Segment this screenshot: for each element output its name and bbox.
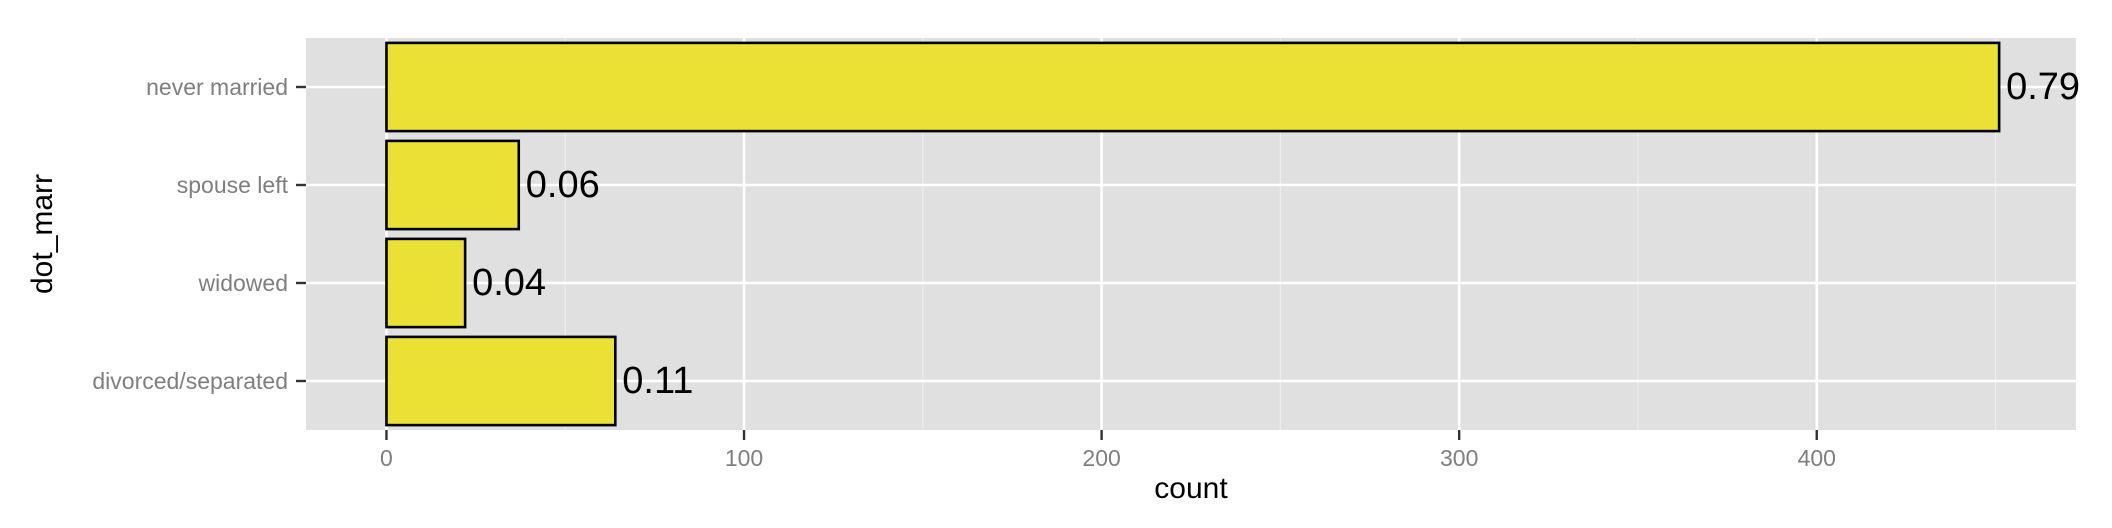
y-tick-label: widowed	[198, 270, 289, 296]
y-tick-label: spouse left	[177, 172, 289, 198]
bars	[385, 41, 2001, 427]
y-axis: never married spouse left widowed divorced/…	[92, 74, 306, 394]
y-tick-label: never married	[146, 74, 288, 100]
bar-widowed	[385, 237, 467, 329]
x-axis-title: count	[1154, 472, 1228, 505]
x-tick-label: 0	[380, 445, 393, 471]
data-labels: 0.79 0.06 0.04 0.11	[472, 66, 2080, 402]
bar-value-label: 0.06	[526, 164, 600, 206]
y-axis-title: dot_marr	[26, 174, 59, 294]
x-axis: 0 100 200 300 400	[380, 430, 1836, 471]
bar-value-label: 0.11	[622, 360, 693, 402]
x-tick-label: 100	[725, 445, 763, 471]
bar-value-label: 0.04	[472, 262, 546, 304]
bar-spouse-left	[385, 139, 521, 231]
x-tick-label: 300	[1440, 445, 1478, 471]
bar-never-married	[385, 41, 2001, 133]
x-tick-label: 400	[1798, 445, 1836, 471]
bar-value-label: 0.79	[2006, 66, 2080, 108]
y-tick-label: divorced/separated	[92, 368, 288, 394]
bar-divorced-separated	[385, 335, 617, 427]
x-tick-label: 200	[1082, 445, 1120, 471]
